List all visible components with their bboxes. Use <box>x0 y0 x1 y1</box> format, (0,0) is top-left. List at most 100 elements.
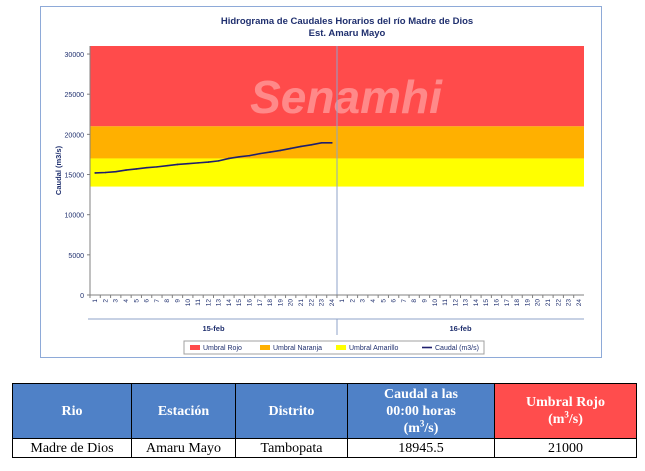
series-point-0-21 <box>310 143 313 146</box>
y-tick-label-5: 25000 <box>65 92 85 99</box>
legend-label-2: Umbral Amarillo <box>349 345 399 352</box>
cell-estacion: Amaru Mayo <box>131 438 236 458</box>
x-tick-label-35: 12 <box>452 299 459 307</box>
legend-label-3: Caudal (m3/s) <box>435 345 479 352</box>
x-tick-label-40: 17 <box>504 299 511 307</box>
cell-rio: Madre de Dios <box>12 438 132 458</box>
x-tick-label-42: 19 <box>524 299 531 307</box>
series-point-0-14 <box>238 156 241 158</box>
x-tick-label-44: 21 <box>545 299 552 307</box>
x-tick-label-21: 22 <box>308 299 315 307</box>
legend-swatch-1 <box>260 345 270 350</box>
table-row: Madre de Dios Amaru Mayo Tambopata 18945… <box>12 438 637 458</box>
y-tick-label-1: 5000 <box>68 253 84 260</box>
x-tick-label-2: 3 <box>113 299 120 303</box>
series-point-0-11 <box>207 161 210 163</box>
x-tick-label-36: 13 <box>463 299 470 307</box>
x-tick-label-24: 1 <box>339 299 346 303</box>
series-point-0-20 <box>300 145 302 148</box>
legend-label-1: Umbral Naranja <box>273 345 322 352</box>
x-tick-label-32: 9 <box>421 299 428 303</box>
series-point-0-12 <box>217 160 220 162</box>
x-tick-label-14: 15 <box>236 299 243 307</box>
header-rojo-unit-close: /s) <box>568 412 583 427</box>
series-point-0-13 <box>228 157 230 160</box>
x-tick-label-37: 14 <box>473 299 480 307</box>
x-tick-label-7: 8 <box>164 299 171 303</box>
x-tick-label-0: 1 <box>92 299 99 303</box>
x-tick-label-23: 24 <box>329 299 336 307</box>
series-point-0-8 <box>176 163 179 166</box>
x-tick-label-8: 9 <box>174 299 181 303</box>
header-distrito: Distrito <box>235 383 348 439</box>
x-tick-label-30: 7 <box>401 299 408 303</box>
series-point-0-17 <box>269 151 271 153</box>
x-tick-label-34: 11 <box>442 299 449 306</box>
x-tick-label-39: 16 <box>494 299 501 307</box>
header-umbral-rojo: Umbral Rojo (m3/s) <box>494 383 637 439</box>
x-tick-label-46: 23 <box>566 299 573 307</box>
x-tick-label-29: 6 <box>391 299 398 303</box>
series-point-0-3 <box>125 169 127 171</box>
cell-caudal: 18945.5 <box>347 438 495 458</box>
x-tick-label-45: 22 <box>555 299 562 307</box>
x-tick-label-11: 12 <box>205 299 212 307</box>
chart-frame: Hidrograma de Caudales Horarios del río … <box>40 6 602 358</box>
header-estacion: Estación <box>131 383 236 439</box>
series-point-0-7 <box>166 164 168 167</box>
x-tick-label-41: 18 <box>514 299 521 307</box>
header-caudal-unit: (m <box>403 420 420 436</box>
series-point-0-2 <box>114 170 117 173</box>
series-point-0-1 <box>104 171 107 174</box>
series-point-0-18 <box>279 149 282 152</box>
header-caudal: Caudal a las 00:00 horas (m3/s) <box>347 383 495 439</box>
x-tick-label-4: 5 <box>133 299 140 303</box>
x-tick-label-43: 20 <box>535 299 542 307</box>
x-tick-label-33: 10 <box>432 299 439 307</box>
legend-label-0: Umbral Rojo <box>203 345 242 352</box>
x-tick-label-28: 5 <box>380 299 387 303</box>
y-tick-label-3: 15000 <box>65 173 85 180</box>
x-tick-label-6: 7 <box>154 299 161 303</box>
series-point-0-15 <box>248 154 251 157</box>
x-tick-label-27: 4 <box>370 299 377 303</box>
y-axis-label: Caudal (m3/s) <box>54 145 63 195</box>
x-tick-label-18: 19 <box>277 299 284 307</box>
cell-distrito: Tambopata <box>235 438 348 458</box>
x-tick-label-17: 18 <box>267 299 274 307</box>
table-header-row: Rio Estación Distrito Caudal a las 00:00… <box>12 383 637 439</box>
series-point-0-23 <box>331 142 333 144</box>
chart-title: Hidrograma de Caudales Horarios del río … <box>221 16 473 27</box>
header-rio: Rio <box>12 383 132 439</box>
header-caudal-line2: 00:00 horas <box>386 403 456 419</box>
header-caudal-line1: Caudal a las <box>384 386 458 402</box>
x-tick-label-5: 6 <box>144 299 151 303</box>
series-point-0-4 <box>135 168 138 170</box>
y-tick-label-0: 0 <box>80 293 84 300</box>
x-tick-label-22: 23 <box>319 299 326 307</box>
header-rojo-unit: (m <box>548 412 565 427</box>
series-point-0-5 <box>145 166 148 169</box>
legend-box <box>183 340 485 355</box>
x-tick-label-25: 2 <box>349 299 356 303</box>
chart-subtitle: Est. Amaru Mayo <box>309 28 386 39</box>
series-point-0-9 <box>186 162 189 165</box>
header-rojo-line1: Umbral Rojo <box>526 395 605 410</box>
x-tick-label-3: 4 <box>123 299 130 303</box>
x-tick-label-38: 15 <box>483 299 490 307</box>
y-tick-label-2: 10000 <box>65 213 85 220</box>
day-label-1: 16-feb <box>449 324 472 333</box>
header-caudal-unit-close: /s) <box>424 420 439 436</box>
x-tick-label-16: 17 <box>257 299 264 307</box>
cell-umbral-rojo: 21000 <box>494 438 637 458</box>
x-tick-label-20: 21 <box>298 299 305 307</box>
y-tick-label-6: 30000 <box>65 52 85 59</box>
series-point-0-10 <box>197 162 199 164</box>
x-tick-label-31: 8 <box>411 299 418 303</box>
x-tick-label-15: 16 <box>247 299 254 307</box>
x-tick-label-12: 13 <box>216 299 223 307</box>
header-rojo-sup: 3 <box>564 409 569 420</box>
series-line-0 <box>95 141 332 174</box>
legend-swatch-0 <box>190 345 200 350</box>
x-tick-label-26: 3 <box>360 299 367 303</box>
